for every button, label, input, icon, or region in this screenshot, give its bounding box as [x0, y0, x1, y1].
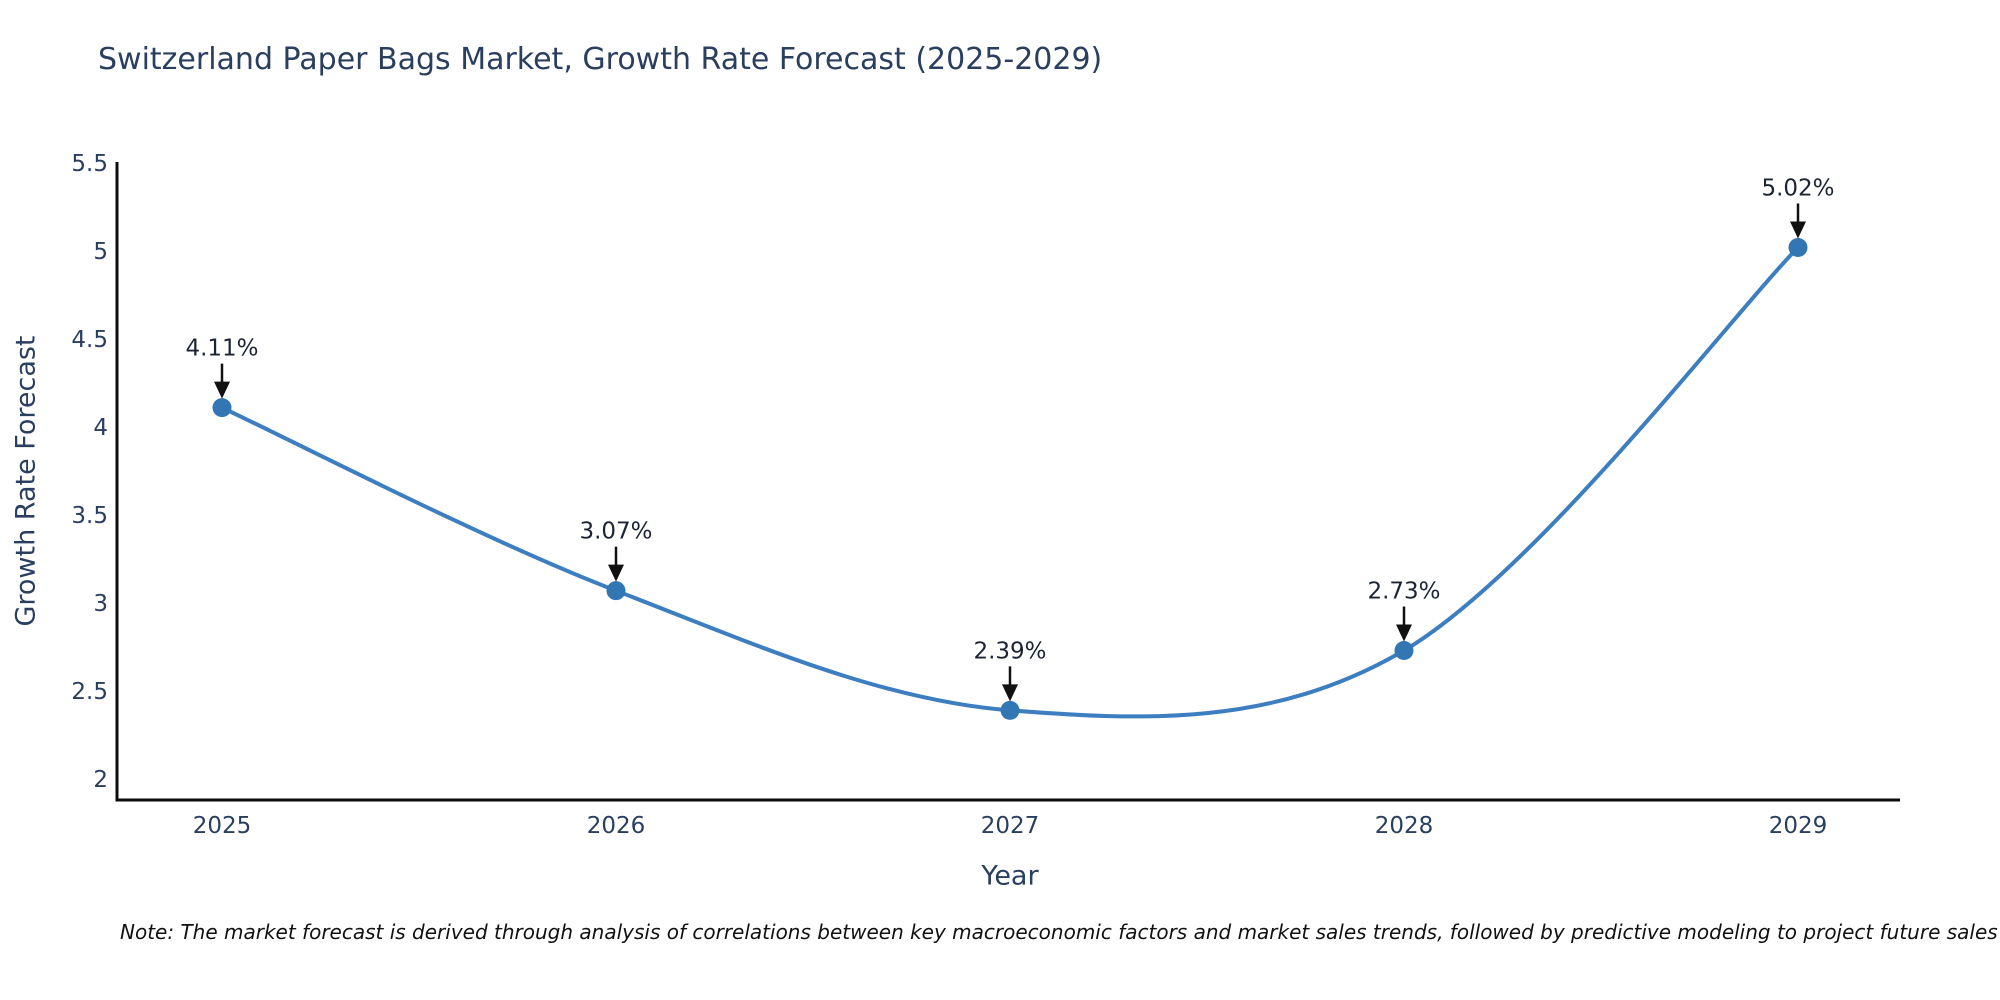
- annotation-arrow-head: [214, 381, 230, 399]
- point-annotation: 3.07%: [579, 519, 652, 545]
- point-annotation: 4.11%: [185, 336, 258, 362]
- point-annotation: 2.39%: [973, 638, 1046, 664]
- forecast-line: [220, 245, 1800, 719]
- point-annotation: 2.73%: [1367, 579, 1440, 605]
- x-tick-label: 2029: [1769, 813, 1828, 839]
- x-tick-label: 2025: [193, 813, 252, 839]
- x-tick-label: 2027: [981, 813, 1040, 839]
- footnote: Note: The market forecast is derived thr…: [120, 920, 1998, 944]
- data-point-marker-2028: [1394, 641, 1414, 661]
- x-axis-title: Year: [981, 860, 1039, 892]
- data-point-marker-2029: [1788, 237, 1808, 257]
- annotation-arrow-head: [608, 564, 624, 582]
- annotation-arrow-head: [1790, 221, 1806, 239]
- y-tick-label: 2: [93, 767, 108, 793]
- y-tick-label: 5.5: [71, 151, 108, 177]
- data-point-marker-2026: [606, 581, 626, 601]
- y-tick-label: 4.5: [71, 327, 108, 353]
- point-annotation: 5.02%: [1761, 175, 1834, 201]
- y-tick-label: 4: [93, 415, 108, 441]
- y-tick-label: 3.5: [71, 503, 108, 529]
- data-point-marker-2025: [212, 398, 232, 418]
- chart-title: Switzerland Paper Bags Market, Growth Ra…: [98, 42, 1103, 77]
- data-point-marker-2027: [1000, 700, 1020, 720]
- annotation-arrow-head: [1002, 684, 1018, 702]
- y-axis-title: Growth Rate Forecast: [10, 335, 42, 627]
- x-tick-label: 2026: [587, 813, 646, 839]
- annotation-arrow-head: [1396, 624, 1412, 642]
- y-tick-label: 2.5: [71, 679, 108, 705]
- y-tick-label: 3: [93, 591, 108, 617]
- y-tick-label: 5: [93, 239, 108, 265]
- x-tick-label: 2028: [1375, 813, 1434, 839]
